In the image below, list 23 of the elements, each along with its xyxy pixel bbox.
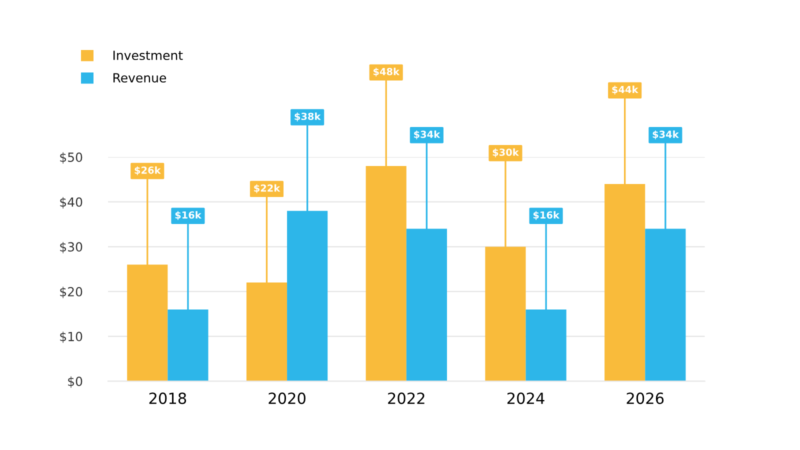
y-tick-label: $20 (60, 286, 82, 298)
y-tick-label: $30 (60, 242, 82, 254)
x-tick-label: 2026 (626, 392, 664, 404)
data-label: $16k (175, 211, 202, 220)
data-label: $26k (134, 166, 161, 176)
data-label: $34k (652, 130, 679, 140)
data-label: $30k (492, 148, 520, 158)
x-tick-label: 2018 (149, 392, 186, 404)
x-tick-label: 2024 (507, 392, 544, 404)
x-tick-label: 2022 (388, 392, 424, 404)
data-label: $34k (414, 130, 440, 140)
data-label: $48k (373, 68, 400, 77)
y-tick-label: $40 (60, 197, 82, 208)
y-tick-label: $10 (60, 332, 82, 343)
data-label: $16k (533, 211, 560, 220)
data-label: $22k (254, 184, 280, 194)
data-label: $38k (294, 112, 321, 122)
x-tick-label: 2020 (268, 392, 306, 404)
y-tick-label: $50 (60, 152, 82, 164)
y-tick-label: $0 (68, 376, 82, 388)
legend-label: Investment (113, 50, 183, 60)
legend-label: Revenue (113, 73, 166, 83)
data-label: $44k (612, 86, 638, 94)
